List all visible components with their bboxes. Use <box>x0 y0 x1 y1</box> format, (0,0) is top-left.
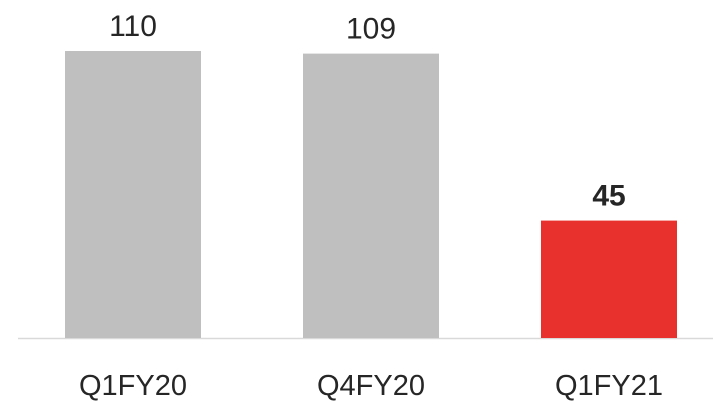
x-tick-label-q1fy20: Q1FY20 <box>79 370 187 402</box>
data-label-q1fy21: 45 <box>592 180 625 213</box>
x-tick-label-q1fy21: Q1FY21 <box>555 370 663 402</box>
data-label-q4fy20: 109 <box>346 13 396 46</box>
data-label-q1fy20: 110 <box>109 10 157 43</box>
bar-q4fy20 <box>303 53 439 338</box>
bar-q1fy20 <box>65 51 201 338</box>
bar-q1fy21 <box>541 220 677 338</box>
x-tick-label-q4fy20: Q4FY20 <box>317 370 425 402</box>
